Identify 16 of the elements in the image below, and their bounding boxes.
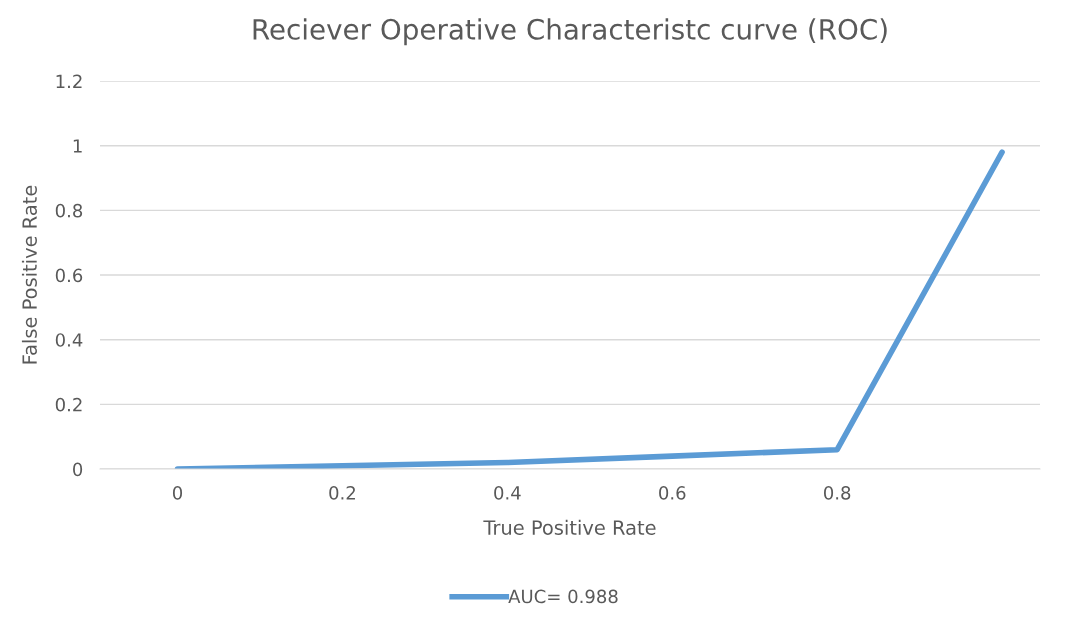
x-axis-title: True Positive Rate — [483, 519, 656, 535]
x-tick-label: 0.2 — [329, 486, 355, 500]
x-tick-label: 0 — [172, 486, 183, 500]
y-tick-label: 0 — [73, 462, 83, 477]
x-tick-label: 0.6 — [659, 486, 686, 500]
y-tick-label: 0.4 — [55, 333, 83, 347]
y-tick-label: 0.2 — [55, 397, 82, 412]
x-tick-label: 0.8 — [823, 486, 851, 500]
chart-title: Reciever Operative Characteristc curve (ROC) — [253, 18, 887, 46]
y-tick-label: 1.2 — [56, 74, 82, 88]
y-tick-label: 0.8 — [55, 203, 83, 218]
y-tick-label: 1 — [73, 139, 82, 153]
y-axis-title: False Positive Rate — [21, 185, 37, 364]
x-tick-label: 0.4 — [494, 486, 521, 500]
legend-label: AUC= 0.988 — [508, 589, 618, 604]
y-tick-label: 0.6 — [55, 268, 83, 283]
